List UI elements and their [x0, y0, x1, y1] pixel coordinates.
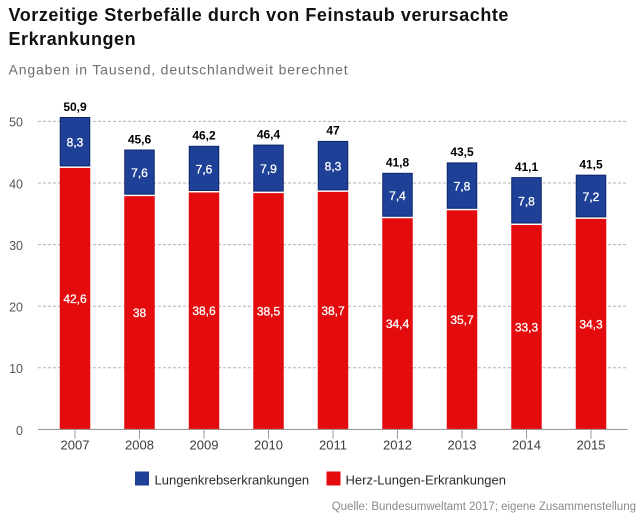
svg-text:30: 30 [9, 239, 23, 253]
svg-text:45,6: 45,6 [128, 132, 152, 146]
svg-text:Angaben in Tausend, deutschlan: Angaben in Tausend, deutschlandweit bere… [9, 62, 349, 78]
svg-text:43,5: 43,5 [450, 145, 474, 159]
svg-text:7,6: 7,6 [131, 166, 148, 180]
svg-text:Erkrankungen: Erkrankungen [9, 29, 137, 49]
svg-text:2008: 2008 [125, 438, 154, 453]
svg-text:Quelle: Bundesumweltamt 2017;: Quelle: Bundesumweltamt 2017; eigene Zus… [332, 501, 636, 513]
svg-text:2014: 2014 [512, 438, 541, 453]
svg-text:20: 20 [9, 301, 23, 315]
svg-text:7,2: 7,2 [583, 190, 600, 204]
svg-text:7,8: 7,8 [518, 194, 535, 208]
svg-text:46,4: 46,4 [257, 127, 281, 141]
svg-text:7,9: 7,9 [260, 162, 277, 176]
svg-text:Herz-Lungen-Erkrankungen: Herz-Lungen-Erkrankungen [346, 473, 506, 488]
svg-text:42,6: 42,6 [63, 292, 87, 306]
svg-text:2009: 2009 [190, 438, 219, 453]
svg-text:2010: 2010 [254, 438, 283, 453]
svg-text:40: 40 [9, 177, 23, 191]
svg-text:41,1: 41,1 [515, 160, 539, 174]
svg-text:7,6: 7,6 [196, 162, 213, 176]
svg-text:7,4: 7,4 [389, 189, 406, 203]
svg-text:2012: 2012 [383, 438, 412, 453]
svg-text:0: 0 [16, 424, 23, 438]
svg-text:7,8: 7,8 [454, 180, 471, 194]
svg-text:34,3: 34,3 [579, 317, 603, 331]
svg-text:35,7: 35,7 [450, 313, 474, 327]
svg-text:Lungenkrebserkrankungen: Lungenkrebserkrankungen [155, 473, 310, 488]
svg-text:46,2: 46,2 [192, 129, 216, 143]
svg-text:8,3: 8,3 [325, 160, 342, 174]
svg-text:41,5: 41,5 [579, 158, 603, 172]
svg-text:2013: 2013 [448, 438, 477, 453]
svg-text:10: 10 [9, 362, 23, 376]
svg-text:2015: 2015 [577, 438, 606, 453]
svg-text:50: 50 [9, 116, 23, 130]
svg-text:33,3: 33,3 [515, 321, 539, 335]
svg-text:41,8: 41,8 [386, 156, 410, 170]
svg-text:2007: 2007 [61, 438, 90, 453]
svg-text:34,4: 34,4 [386, 317, 410, 331]
svg-text:Vorzeitige Sterbefälle durch v: Vorzeitige Sterbefälle durch von Feinsta… [9, 5, 510, 25]
svg-text:38,5: 38,5 [257, 305, 281, 319]
svg-text:2011: 2011 [319, 438, 347, 453]
svg-text:38,6: 38,6 [192, 304, 216, 318]
svg-text:50,9: 50,9 [63, 100, 87, 114]
svg-text:47: 47 [326, 124, 340, 138]
svg-text:8,3: 8,3 [67, 136, 84, 150]
svg-text:38: 38 [133, 306, 147, 320]
svg-text:38,7: 38,7 [321, 304, 345, 318]
